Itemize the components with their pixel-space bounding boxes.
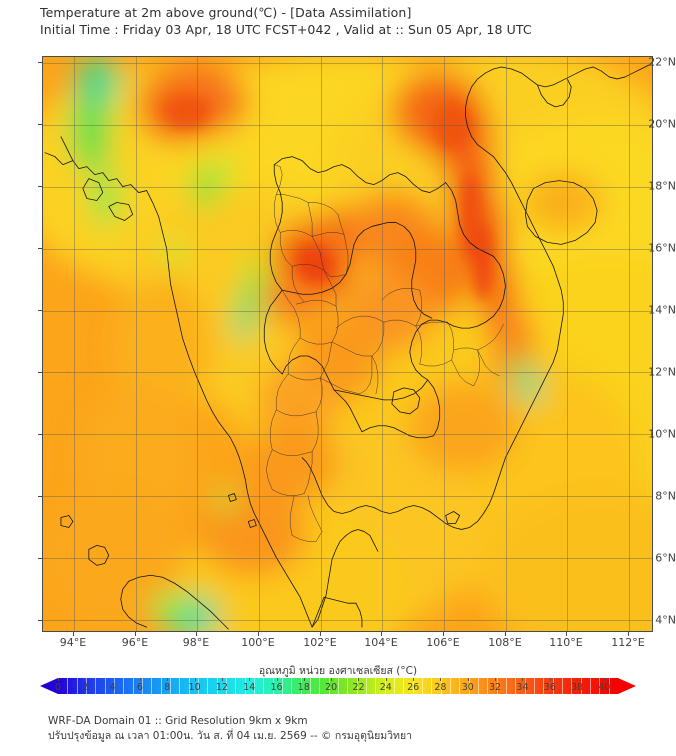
- colorbar-title: อุณหภูมิ หน่วย องศาเซลเซียส (°C): [258, 665, 418, 677]
- colorbar-tick-mark: [221, 678, 223, 681]
- x-tick-label: 94°E: [59, 636, 87, 649]
- x-tick-label: 102°E: [303, 636, 337, 649]
- x-tick-label: 104°E: [364, 636, 398, 649]
- colorbar-tick-mark: [194, 678, 196, 681]
- colorbar-over-arrow-icon: [618, 678, 636, 694]
- page-subtitle: Initial Time : Friday 03 Apr, 18 UTC FCS…: [40, 22, 532, 37]
- colorbar-tick-mark: [467, 678, 469, 681]
- x-tick-label: 108°E: [488, 636, 522, 649]
- page-title: Temperature at 2m above ground(℃) - [Dat…: [40, 5, 412, 20]
- colorbar-tick-mark: [413, 678, 415, 681]
- colorbar-tick-mark: [276, 678, 278, 681]
- colorbar-tick-mark: [522, 678, 524, 681]
- colorbar-tick-label: 0: [54, 682, 62, 693]
- colorbar-tick-mark: [249, 678, 251, 681]
- y-tick-label: 14°N: [648, 303, 676, 317]
- colorbar-tick-label: 2: [82, 682, 89, 693]
- colorbar-tick-label: 38: [570, 682, 584, 693]
- x-tick-label: 96°E: [121, 636, 149, 649]
- colorbar-tick-mark: [331, 678, 333, 681]
- colorbar-tick-label: 20: [325, 682, 338, 693]
- colorbar-tick-label: 14: [243, 682, 256, 693]
- footer-line-model: WRF-DA Domain 01 :: Grid Resolution 9km …: [48, 715, 308, 727]
- chart-header: Temperature at 2m above ground(℃) - [Dat…: [40, 4, 660, 38]
- colorbar-tick-label: 36: [543, 682, 556, 693]
- colorbar-tick-mark: [495, 678, 497, 681]
- colorbar-tick-mark: [167, 678, 169, 681]
- colorbar-tick-label: 10: [188, 682, 201, 693]
- y-tick-label: 8°N: [655, 489, 676, 503]
- colorbar-tick-mark: [549, 678, 551, 681]
- colorbar-tick-mark: [358, 678, 360, 681]
- temperature-raster: [43, 57, 652, 631]
- colorbar-tick-mark: [604, 678, 606, 681]
- colorbar-tick-label: 22: [352, 682, 365, 693]
- temperature-field: [43, 57, 652, 631]
- colorbar-under-arrow-icon: [40, 678, 58, 694]
- y-tick-label: 18°N: [648, 179, 676, 193]
- colorbar-tick-label: 18: [297, 682, 310, 693]
- colorbar-tick-mark: [58, 678, 59, 681]
- colorbar-tick-mark: [112, 678, 114, 681]
- x-tick-label: 100°E: [241, 636, 275, 649]
- colorbar: อุณหภูมิ หน่วย องศาเซลเซียส (°C) 0 2 4 6 8 10…: [0, 662, 676, 708]
- y-tick-label: 6°N: [655, 551, 676, 565]
- y-tick-label: 12°N: [648, 365, 676, 379]
- colorbar-tick-label: 24: [379, 682, 392, 693]
- map-figure: 22°N 20°N 18°N 16°N 14°N 12°N 10°N 8°N 6…: [0, 44, 676, 654]
- y-tick-label: 4°N: [655, 613, 676, 627]
- colorbar-tick-label: 28: [434, 682, 447, 693]
- colorbar-tick-label: 30: [461, 682, 474, 693]
- colorbar-tick-label: 34: [516, 682, 529, 693]
- colorbar-tick-mark: [303, 678, 305, 681]
- y-tick-label: 16°N: [648, 241, 676, 255]
- x-tick-label: 110°E: [549, 636, 583, 649]
- x-tick-label: 98°E: [182, 636, 210, 649]
- x-tick-label: 106°E: [426, 636, 460, 649]
- colorbar-tick-mark: [139, 678, 141, 681]
- colorbar-tick-label: 12: [215, 682, 228, 693]
- colorbar-tick-label: 6: [136, 682, 143, 693]
- colorbar-tick-label: 16: [270, 682, 283, 693]
- y-tick-label: 22°N: [648, 55, 676, 69]
- map-plot-area[interactable]: [42, 56, 653, 632]
- colorbar-tick-mark: [85, 678, 87, 681]
- colorbar-tick-label: 26: [407, 682, 420, 693]
- figure-footer: WRF-DA Domain 01 :: Grid Resolution 9km …: [48, 714, 668, 744]
- colorbar-tick-label: 4: [109, 682, 116, 693]
- colorbar-tick-label: 40: [598, 682, 611, 693]
- y-tick-label: 10°N: [648, 427, 676, 441]
- colorbar-tick-label: 32: [489, 682, 502, 693]
- colorbar-tick-mark: [577, 678, 579, 681]
- x-tick-label: 112°E: [611, 636, 645, 649]
- colorbar-tick-mark: [440, 678, 442, 681]
- footer-line-update: ปรับปรุงข้อมูล ณ เวลา 01:00น. วัน ส. ที่…: [48, 730, 413, 742]
- colorbar-tick-label: 8: [164, 682, 171, 693]
- y-tick-label: 20°N: [648, 117, 676, 131]
- colorbar-tick-mark: [385, 678, 387, 681]
